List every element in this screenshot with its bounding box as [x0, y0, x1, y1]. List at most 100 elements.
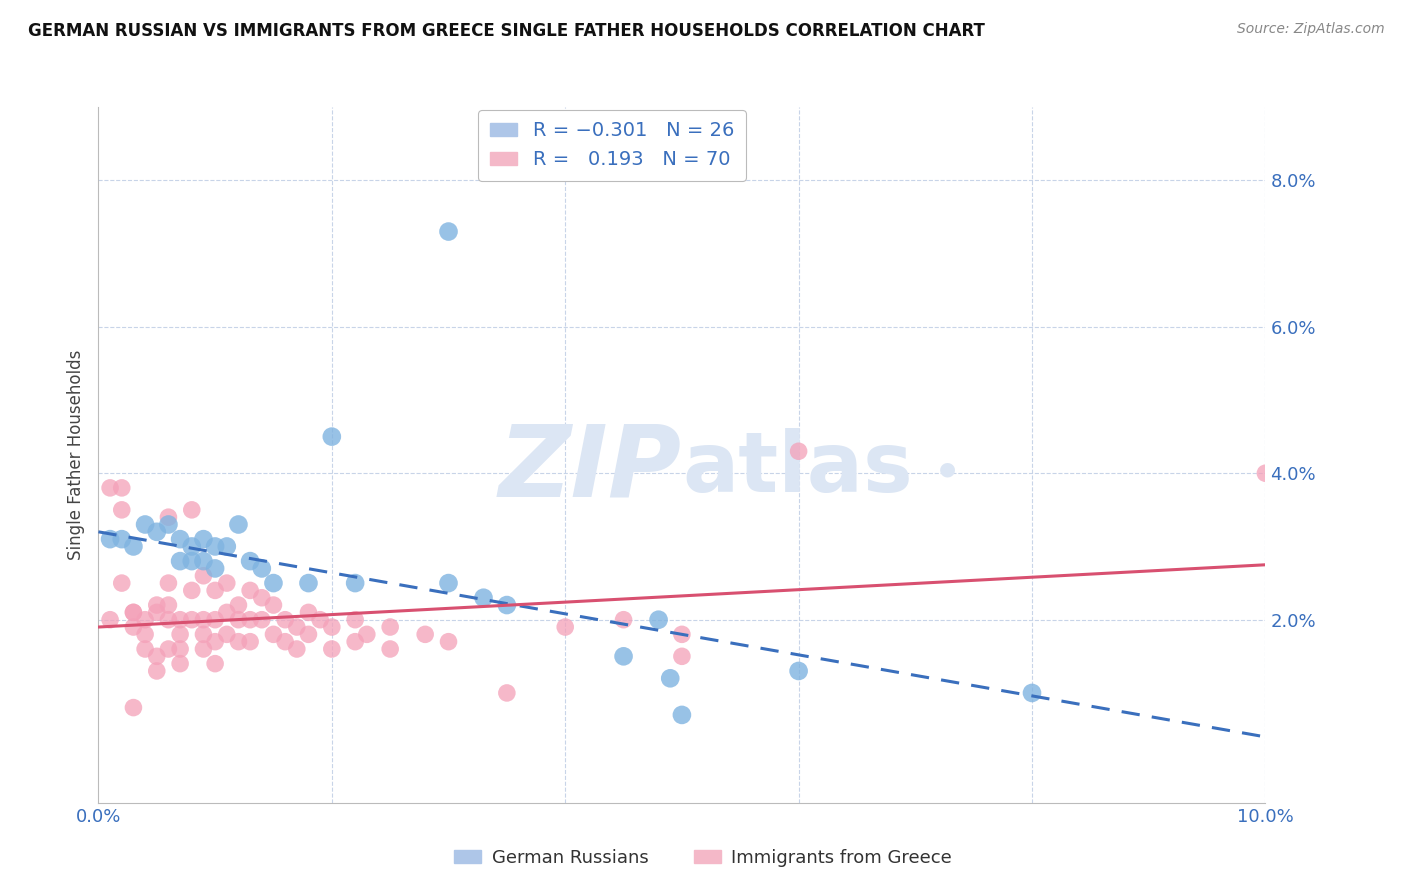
Point	[228, 613, 250, 627]
Point	[554, 620, 576, 634]
Point	[659, 671, 682, 685]
Point	[134, 517, 156, 532]
Point	[180, 583, 202, 598]
Legend: R = −0.301   N = 26, R =   0.193   N = 70: R = −0.301 N = 26, R = 0.193 N = 70	[478, 110, 745, 181]
Point	[787, 444, 810, 458]
Point	[111, 481, 134, 495]
Point	[262, 627, 284, 641]
Point	[228, 517, 250, 532]
Point	[180, 540, 202, 554]
Point	[495, 598, 517, 612]
Point	[134, 627, 156, 641]
Point	[98, 613, 121, 627]
Text: GERMAN RUSSIAN VS IMMIGRANTS FROM GREECE SINGLE FATHER HOUSEHOLDS CORRELATION CH: GERMAN RUSSIAN VS IMMIGRANTS FROM GREECE…	[28, 22, 986, 40]
Point	[228, 598, 250, 612]
Point	[262, 598, 284, 612]
Point	[215, 540, 238, 554]
Point	[193, 627, 215, 641]
Point	[204, 540, 226, 554]
Point	[228, 634, 250, 648]
Point	[169, 627, 191, 641]
Point	[193, 613, 215, 627]
Point	[122, 620, 145, 634]
Point	[437, 576, 460, 591]
Point	[1254, 467, 1277, 481]
Point	[122, 606, 145, 620]
Point	[204, 583, 226, 598]
Point	[378, 620, 402, 634]
Point	[180, 613, 202, 627]
Y-axis label: Single Father Households: Single Father Households	[67, 350, 86, 560]
Point	[250, 591, 273, 605]
Point	[297, 576, 319, 591]
Point	[157, 598, 180, 612]
Point	[157, 576, 180, 591]
Point	[204, 634, 226, 648]
Point	[612, 649, 634, 664]
Point	[671, 627, 693, 641]
Point	[297, 627, 319, 641]
Point	[157, 642, 180, 657]
Point	[204, 561, 226, 575]
Point	[169, 532, 191, 546]
Point	[321, 620, 343, 634]
Point	[169, 642, 191, 657]
Point	[146, 664, 169, 678]
Text: ●: ●	[939, 459, 956, 478]
Point	[787, 664, 810, 678]
Point	[146, 598, 169, 612]
Point	[250, 561, 273, 575]
Point	[111, 532, 134, 546]
Point	[297, 606, 319, 620]
Point	[215, 606, 238, 620]
Point	[239, 554, 262, 568]
Point	[215, 576, 238, 591]
Point	[344, 634, 367, 648]
Point	[193, 568, 215, 582]
Point	[671, 707, 693, 722]
Point	[193, 532, 215, 546]
Point	[134, 613, 156, 627]
Point	[437, 634, 460, 648]
Point	[274, 634, 297, 648]
Point	[122, 606, 145, 620]
Point	[169, 554, 191, 568]
Point	[285, 620, 308, 634]
Point	[180, 554, 202, 568]
Point	[321, 429, 343, 443]
Point	[111, 503, 134, 517]
Point	[98, 532, 121, 546]
Point	[157, 510, 180, 524]
Point	[647, 613, 669, 627]
Point	[122, 700, 145, 714]
Point	[356, 627, 378, 641]
Legend: German Russians, Immigrants from Greece: German Russians, Immigrants from Greece	[447, 842, 959, 874]
Point	[193, 554, 215, 568]
Point	[321, 642, 343, 657]
Point	[146, 524, 169, 539]
Point	[262, 576, 284, 591]
Point	[180, 503, 202, 517]
Text: ZIP: ZIP	[499, 420, 682, 517]
Point	[285, 642, 308, 657]
Point	[250, 613, 273, 627]
Point	[239, 613, 262, 627]
Point	[1021, 686, 1043, 700]
Text: atlas: atlas	[682, 428, 912, 509]
Point	[239, 583, 262, 598]
Point	[495, 686, 517, 700]
Point	[111, 576, 134, 591]
Point	[146, 606, 169, 620]
Point	[98, 481, 121, 495]
Point	[146, 649, 169, 664]
Point	[134, 642, 156, 657]
Point	[378, 642, 402, 657]
Point	[157, 613, 180, 627]
Point	[169, 657, 191, 671]
Point	[157, 517, 180, 532]
Point	[344, 613, 367, 627]
Point	[437, 225, 460, 239]
Point	[204, 613, 226, 627]
Point	[239, 634, 262, 648]
Point	[215, 627, 238, 641]
